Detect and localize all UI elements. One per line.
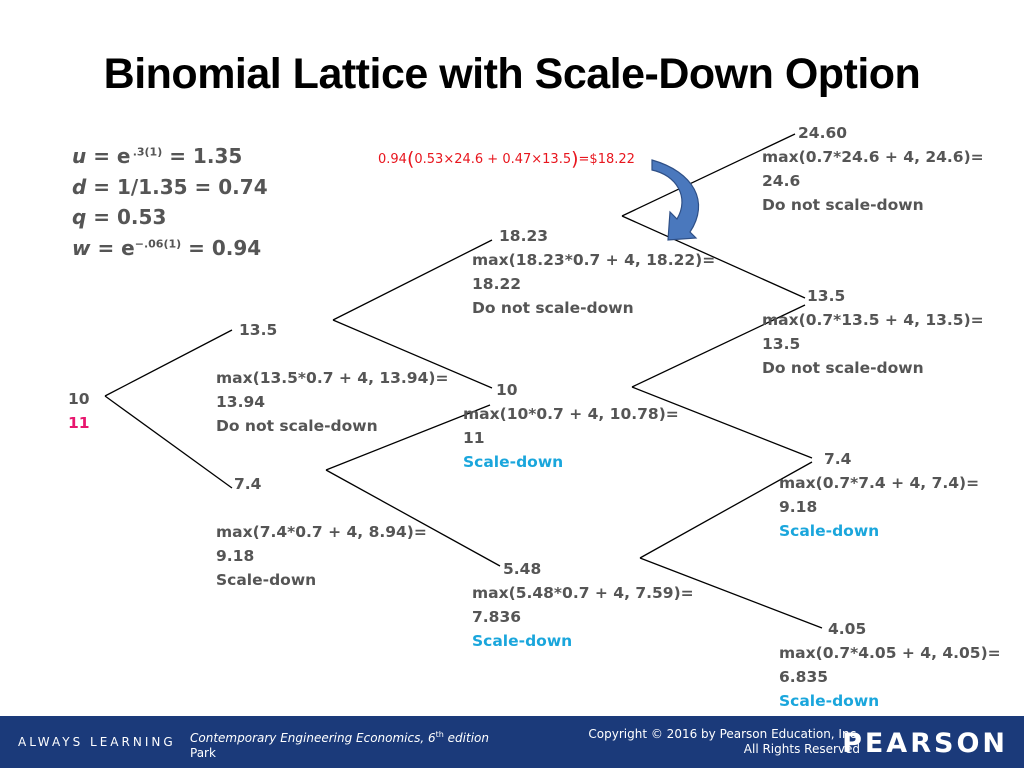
book-edition-sup: th <box>435 730 444 739</box>
node-3a-decision: Do not scale-down <box>762 196 924 214</box>
node-1u-value: 13.5 <box>239 321 278 339</box>
edge-1d-2dd <box>325 469 501 567</box>
edge-2dd-3d <box>639 557 823 629</box>
footer-bar: ALWAYS LEARNING Contemporary Engineering… <box>0 716 1024 768</box>
book-edition: edition <box>443 731 489 745</box>
edge-2dd-3c <box>639 461 813 559</box>
edge-0-1d <box>104 395 233 489</box>
rights-line: All Rights Reserved <box>743 742 860 756</box>
node-1d-formula: max(7.4*0.7 + 4, 8.94)= <box>216 523 427 541</box>
param-u-value: = 1.35 <box>162 144 243 168</box>
node-3b-value: 13.5 <box>807 287 846 305</box>
param-w: w = e−.06(1) = 0.94 <box>72 236 261 260</box>
node-3c: 7.4 max(0.7*7.4 + 4, 7.4)= 9.18 Scale-do… <box>779 447 979 543</box>
node-1u-result: 13.94 <box>216 393 266 411</box>
node-2uu-formula: max(18.23*0.7 + 4, 18.22)= <box>472 251 716 269</box>
copyright-notice: Copyright © 2016 by Pearson Education, I… <box>588 727 860 757</box>
node-3b-decision: Do not scale-down <box>762 359 924 377</box>
slide-title: Binomial Lattice with Scale-Down Option <box>103 50 921 98</box>
edge-2ud-3c <box>631 386 813 459</box>
param-d: d = 1/1.35 = 0.74 <box>72 175 268 199</box>
node-3a-value: 24.60 <box>798 124 848 142</box>
formula-close-paren: ) <box>571 148 579 170</box>
node-1u-formula: max(13.5*0.7 + 4, 13.94)= <box>216 369 449 387</box>
node-2uu-value: 18.23 <box>499 227 549 245</box>
param-u: u = e .3(1) = 1.35 <box>72 144 242 168</box>
node-2uu-decision: Do not scale-down <box>472 299 634 317</box>
formula-body: 0.53×24.6 + 0.47×13.5 <box>414 152 572 167</box>
node-1d-value: 7.4 <box>234 475 262 493</box>
param-w-eq: = e <box>90 236 135 260</box>
pearson-logo: PEARSON <box>842 728 1008 759</box>
param-d-value: = 1/1.35 = 0.74 <box>86 175 268 199</box>
valuation-formula: 0.94(0.53×24.6 + 0.47×13.5)=$18.22 <box>378 148 635 170</box>
node-3a: 24.60 max(0.7*24.6 + 4, 24.6)= 24.6 Do n… <box>762 121 984 217</box>
node-root: 10 11 <box>68 387 90 435</box>
node-3c-decision: Scale-down <box>779 522 880 540</box>
copyright-line: Copyright © 2016 by Pearson Education, I… <box>588 727 860 741</box>
node-3c-result: 9.18 <box>779 498 818 516</box>
node-3d-result: 6.835 <box>779 668 829 686</box>
param-q: q = 0.53 <box>72 205 166 229</box>
node-1d-decision: Scale-down <box>216 571 317 589</box>
edge-1d-2ud <box>325 404 491 471</box>
param-w-value: = 0.94 <box>181 236 262 260</box>
node-2dd: 5.48 max(5.48*0.7 + 4, 7.59)= 7.836 Scal… <box>472 557 694 653</box>
param-u-exp: .3(1) <box>130 145 163 159</box>
node-2ud: 10 max(10*0.7 + 4, 10.78)= 11 Scale-down <box>463 378 679 474</box>
node-3b-formula: max(0.7*13.5 + 4, 13.5)= <box>762 311 984 329</box>
node-1d-result: 9.18 <box>216 547 255 565</box>
param-u-symbol: u <box>72 144 87 168</box>
node-3b: 13.5 max(0.7*13.5 + 4, 13.5)= 13.5 Do no… <box>762 284 984 380</box>
node-2dd-formula: max(5.48*0.7 + 4, 7.59)= <box>472 584 694 602</box>
book-citation: Contemporary Engineering Economics, 6th … <box>190 727 489 761</box>
always-learning-tagline: ALWAYS LEARNING <box>18 735 176 749</box>
node-2uu-result: 18.22 <box>472 275 522 293</box>
edge-1u-2uu <box>332 239 493 321</box>
param-q-value: = 0.53 <box>86 205 167 229</box>
formula-result: =$18.22 <box>578 152 635 167</box>
lattice-lines <box>104 133 823 629</box>
param-u-eq: = e <box>86 144 131 168</box>
node-1u-decision: Do not scale-down <box>216 417 378 435</box>
node-2ud-decision: Scale-down <box>463 453 564 471</box>
node-3d: 4.05 max(0.7*4.05 + 4, 4.05)= 6.835 Scal… <box>779 617 1001 713</box>
node-3d-formula: max(0.7*4.05 + 4, 4.05)= <box>779 644 1001 662</box>
node-2ud-value: 10 <box>496 381 518 399</box>
node-2dd-value: 5.48 <box>503 560 542 578</box>
node-2dd-result: 7.836 <box>472 608 522 626</box>
node-1u: max(13.5*0.7 + 4, 13.94)= 13.94 Do not s… <box>216 366 448 438</box>
formula-discount: 0.94 <box>378 152 407 167</box>
param-w-exp: −.06(1) <box>134 237 182 251</box>
node-1d: max(7.4*0.7 + 4, 8.94)= 9.18 Scale-down <box>216 520 427 592</box>
node-3a-result: 24.6 <box>762 172 801 190</box>
node-3b-result: 13.5 <box>762 335 801 353</box>
node-3a-formula: max(0.7*24.6 + 4, 24.6)= <box>762 148 984 166</box>
node-root-value: 10 <box>68 390 90 408</box>
edge-2ud-3b <box>631 304 806 388</box>
node-3c-value: 7.4 <box>824 450 852 468</box>
edge-0-1u <box>104 329 233 397</box>
param-q-symbol: q <box>72 205 87 229</box>
curved-arrow-icon <box>651 159 700 241</box>
node-3d-decision: Scale-down <box>779 692 880 710</box>
node-2uu: 18.23 max(18.23*0.7 + 4, 18.22)= 18.22 D… <box>472 224 715 320</box>
node-2dd-decision: Scale-down <box>472 632 573 650</box>
book-title: Contemporary Engineering Economics, 6 <box>190 731 436 745</box>
node-3d-value: 4.05 <box>828 620 867 638</box>
node-3c-formula: max(0.7*7.4 + 4, 7.4)= <box>779 474 980 492</box>
edge-2uu-3a <box>621 133 796 217</box>
edge-1u-2ud <box>332 319 493 389</box>
param-d-symbol: d <box>72 175 87 199</box>
node-2ud-result: 11 <box>463 429 485 447</box>
formula-open-paren: ( <box>406 148 415 170</box>
param-w-symbol: w <box>72 236 91 260</box>
node-2ud-formula: max(10*0.7 + 4, 10.78)= <box>463 405 679 423</box>
book-author: Park <box>190 746 216 760</box>
node-root-option-value: 11 <box>68 414 90 432</box>
edge-2uu-3b <box>621 215 806 299</box>
